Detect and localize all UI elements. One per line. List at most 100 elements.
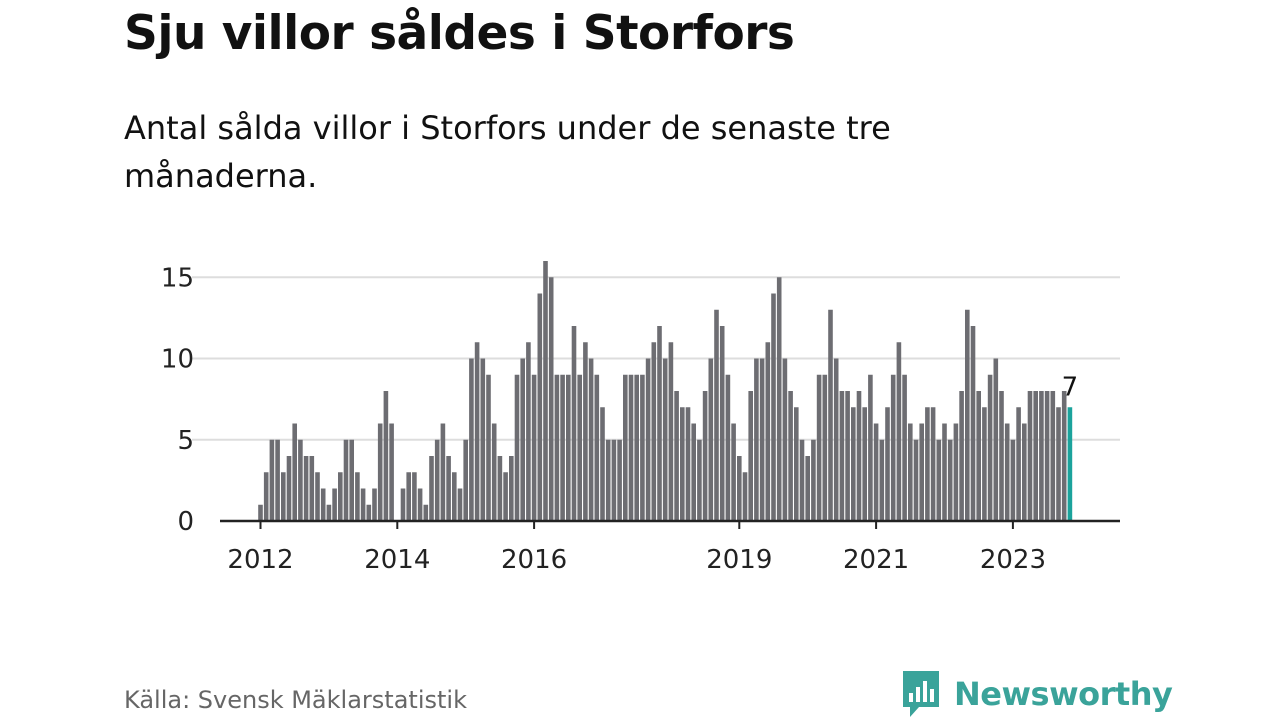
bar	[1056, 407, 1061, 521]
bar	[680, 407, 685, 521]
bar	[822, 374, 828, 521]
bar	[326, 504, 332, 521]
bar	[788, 391, 793, 521]
bar	[503, 472, 508, 521]
bar	[383, 391, 389, 521]
bar	[349, 439, 354, 521]
bar	[999, 391, 1004, 521]
x-tick-label: 2019	[706, 545, 772, 575]
bar	[657, 326, 662, 521]
bar	[577, 374, 582, 521]
newsworthy-logo-icon	[903, 671, 939, 717]
bar	[429, 456, 434, 521]
bar	[423, 504, 429, 521]
bar	[890, 374, 896, 521]
bar	[662, 358, 668, 521]
bar	[742, 472, 748, 521]
x-axis-ticks: 2012 2014 2016 2019 2021 2023	[227, 521, 1046, 575]
bar	[611, 439, 617, 521]
bar	[930, 407, 936, 521]
bar	[908, 423, 913, 521]
bar	[560, 374, 565, 521]
bar	[537, 293, 543, 521]
x-tick-label: 2014	[364, 545, 430, 575]
bar	[514, 374, 520, 521]
bar	[845, 391, 850, 521]
bar	[839, 391, 845, 521]
bar	[275, 439, 280, 521]
bar	[554, 374, 560, 521]
bar	[759, 358, 765, 521]
bar	[737, 456, 742, 521]
bar	[281, 472, 286, 521]
bar	[605, 439, 611, 521]
bar	[452, 472, 457, 521]
bar	[685, 407, 691, 521]
bar	[463, 439, 468, 521]
bar	[588, 358, 594, 521]
bar	[360, 488, 366, 521]
bars	[258, 261, 1073, 521]
bar	[862, 407, 867, 521]
bar	[668, 342, 674, 521]
bar	[868, 374, 873, 521]
bar	[731, 423, 736, 521]
bar	[976, 391, 981, 521]
x-tick-label: 2021	[843, 545, 909, 575]
bar	[292, 423, 297, 521]
bar	[474, 342, 480, 521]
bar	[440, 423, 446, 521]
bar	[873, 423, 879, 521]
bar	[491, 423, 497, 521]
bar	[748, 391, 753, 521]
bar	[1027, 391, 1033, 521]
bar	[811, 439, 816, 521]
brand: Newsworthy	[900, 668, 1173, 720]
bar	[1010, 439, 1016, 521]
bar	[520, 358, 525, 521]
bar	[497, 456, 503, 521]
bar	[982, 407, 987, 521]
bar	[902, 374, 907, 521]
bar	[332, 488, 337, 521]
bar	[531, 374, 537, 521]
brand-name: Newsworthy	[954, 675, 1173, 713]
bar	[674, 391, 679, 521]
bar	[645, 358, 651, 521]
bar	[754, 358, 759, 521]
bar	[400, 488, 406, 521]
bar	[725, 374, 731, 521]
source-note: Källa: Svensk Mäklarstatistik	[124, 686, 467, 714]
y-axis-ticks: 0 5 10 15	[161, 263, 194, 537]
bar	[1004, 423, 1010, 521]
bar	[714, 309, 719, 521]
bar	[942, 423, 947, 521]
bar	[1044, 391, 1050, 521]
bar	[526, 342, 531, 521]
bar	[1016, 407, 1021, 521]
bar	[925, 407, 930, 521]
bar	[634, 374, 639, 521]
bar	[600, 407, 605, 521]
bar	[509, 456, 514, 521]
bar	[816, 374, 822, 521]
bar	[338, 472, 343, 521]
y-tick-label: 10	[161, 345, 194, 375]
bar	[879, 439, 885, 521]
bar	[919, 423, 924, 521]
bar	[258, 504, 263, 521]
bar	[1039, 391, 1044, 521]
bar	[799, 439, 805, 521]
bar	[583, 342, 588, 521]
bar	[417, 488, 423, 521]
bar	[1022, 423, 1027, 521]
bar	[355, 472, 360, 521]
bar	[691, 423, 696, 521]
bar	[389, 423, 394, 521]
bar	[959, 391, 964, 521]
bar	[987, 374, 993, 521]
bar	[1033, 391, 1038, 521]
bar	[913, 439, 919, 521]
bar	[623, 374, 628, 521]
